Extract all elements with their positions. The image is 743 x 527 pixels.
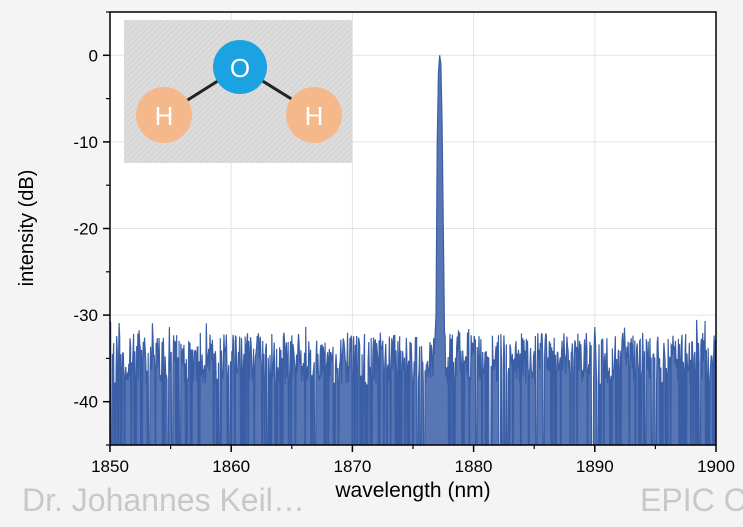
x-tick-label: 1880 <box>455 457 493 476</box>
y-tick-label: -30 <box>73 306 98 325</box>
x-tick-label: 1890 <box>576 457 614 476</box>
footer-org: EPIC C… <box>640 482 743 518</box>
hydrogen-label-left: H <box>155 101 174 131</box>
spectrum-line <box>110 55 716 445</box>
x-tick-label: 1860 <box>212 457 250 476</box>
spectrum-trace <box>110 55 716 445</box>
y-axis-label: intensity (dB) <box>16 170 38 287</box>
hydrogen-atom-left <box>136 87 192 143</box>
slide-footer: Dr. Johannes Keil… EPIC C… <box>0 482 743 527</box>
y-tick-label: -20 <box>73 220 98 239</box>
hydrogen-label-right: H <box>305 101 324 131</box>
oxygen-atom <box>213 40 267 94</box>
x-tick-label: 1850 <box>91 457 129 476</box>
y-tick-label: -10 <box>73 133 98 152</box>
x-tick-label: 1900 <box>697 457 735 476</box>
oxygen-label: O <box>230 53 250 83</box>
x-axis-label: wavelength (nm) <box>334 479 490 502</box>
footer-author: Dr. Johannes Keil… <box>22 482 305 518</box>
molecule-inset: O H H <box>124 20 352 163</box>
y-tick-label: -40 <box>73 393 98 412</box>
axis-ticks: 1850 1860 1870 1880 1890 1900 0 -10 -20 -30 -40 <box>73 11 735 476</box>
y-tick-label: 0 <box>89 46 98 65</box>
x-tick-label: 1870 <box>333 457 371 476</box>
hydrogen-atom-right <box>286 87 342 143</box>
